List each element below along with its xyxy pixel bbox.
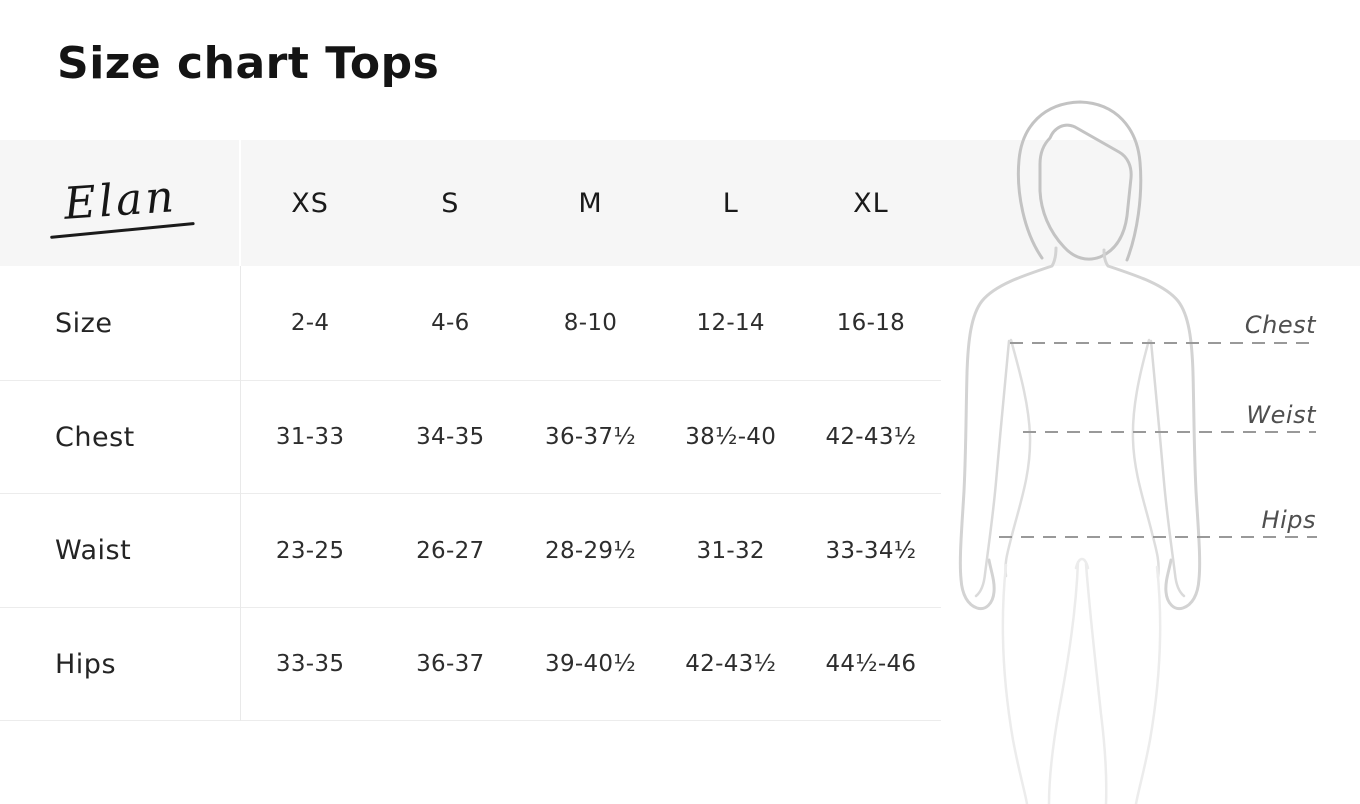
column-header-l: L	[722, 187, 739, 219]
row-header-hips: Hips	[55, 648, 117, 680]
row-header-waist: Waist	[55, 535, 132, 566]
cell-chest-l: 38½-40	[685, 424, 777, 450]
cell-chest-m: 36-37½	[545, 424, 636, 450]
brand-logo-cell: Elan	[0, 140, 240, 266]
table-row-waist: Waist 23-25 26-27 28-29½ 31-32 33-34½	[0, 494, 941, 608]
cell-chest-xl: 42-43½	[825, 424, 917, 450]
chest-measure-line	[1010, 342, 1316, 344]
cell-waist-s: 26-27	[416, 537, 485, 564]
table-header-row: Elan XS S M L XL	[0, 140, 941, 266]
waist-measure-line	[1023, 431, 1316, 433]
table-row-chest: Chest 31-33 34-35 36-37½ 38½-40 42-43½	[0, 381, 941, 494]
table-row-hips: Hips 33-35 36-37 39-40½ 42-43½ 44½-46	[0, 608, 941, 721]
cell-size-l: 12-14	[696, 310, 765, 336]
column-header-xl: XL	[853, 187, 889, 219]
brand-logo-text: Elan	[61, 171, 178, 230]
cell-size-s: 4-6	[431, 310, 470, 336]
cell-size-xs: 2-4	[290, 310, 330, 336]
cell-chest-xs: 31-33	[275, 424, 345, 450]
row-header-chest: Chest	[55, 421, 135, 453]
cell-waist-xl: 33-34½	[825, 537, 917, 564]
hips-measure-line	[999, 536, 1317, 538]
cell-hips-s: 36-37	[416, 651, 485, 677]
column-header-xs: XS	[291, 187, 329, 219]
cell-size-m: 8-10	[563, 310, 618, 336]
column-divider-header-segment	[239, 140, 241, 266]
cell-waist-xs: 23-25	[275, 537, 345, 564]
column-header-m: M	[578, 187, 603, 219]
table-row-size: Size 2-4 4-6 8-10 12-14 16-18	[0, 266, 941, 381]
cell-size-xl: 16-18	[836, 310, 906, 336]
cell-hips-l: 42-43½	[685, 651, 777, 677]
chest-measure-label: Chest	[1244, 311, 1316, 339]
cell-hips-m: 39-40½	[545, 651, 636, 677]
row-header-size: Size	[55, 307, 113, 339]
waist-measure-label: Weist	[1246, 401, 1316, 429]
column-divider-rows-segment	[240, 266, 241, 721]
female-figure-illustration	[958, 100, 1202, 804]
cell-chest-s: 34-35	[416, 424, 485, 450]
cell-hips-xl: 44½-46	[825, 651, 917, 677]
hips-measure-label: Hips	[1261, 506, 1316, 534]
cell-waist-l: 31-32	[696, 537, 765, 564]
cell-hips-xs: 33-35	[275, 651, 345, 677]
page-title: Size chart Tops	[57, 38, 440, 89]
column-header-s: S	[441, 187, 460, 219]
size-table: Elan XS S M L XL Size 2-4 4-6 8-10 12-14…	[0, 140, 941, 721]
cell-waist-m: 28-29½	[545, 537, 636, 564]
brand-logo: Elan	[49, 171, 195, 238]
